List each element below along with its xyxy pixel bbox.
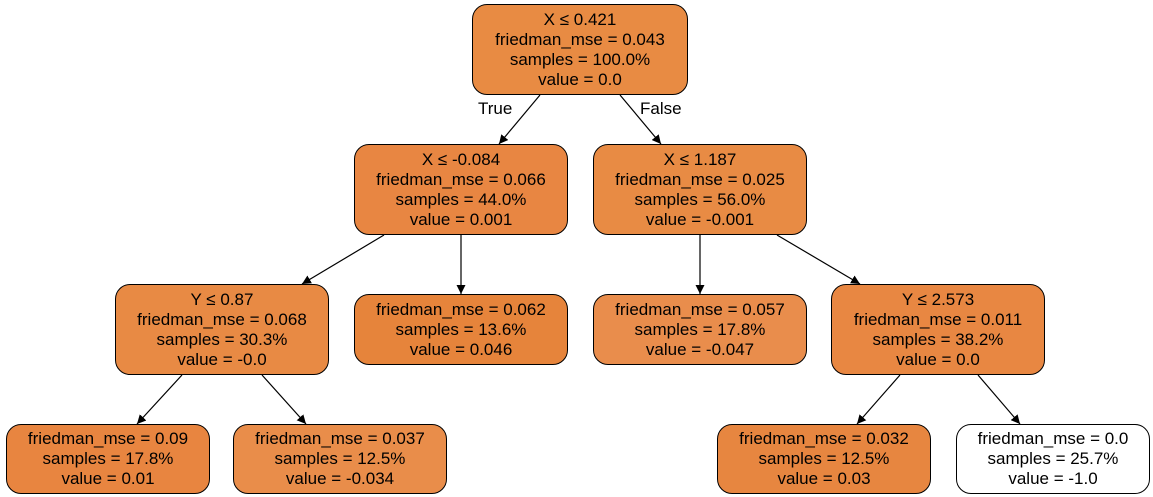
tree-leaf-n4: friedman_mse = 0.062 samples = 13.6% value…: [354, 294, 568, 365]
node-mse: friedman_mse = 0.025: [615, 169, 785, 189]
node-samples: samples = 100.0%: [509, 49, 651, 69]
node-value: value = 0.0: [896, 349, 980, 369]
node-samples: samples = 12.5%: [758, 449, 890, 468]
node-value: value = 0.0: [538, 69, 622, 89]
edge-n2-n6: [776, 234, 861, 285]
edge-n6-n10: [977, 374, 1021, 425]
node-mse: friedman_mse = 0.037: [255, 429, 425, 448]
node-value: value = 0.046: [409, 339, 513, 359]
node-mse: friedman_mse = 0.011: [853, 309, 1023, 329]
node-value: value = 0.03: [777, 469, 871, 488]
node-samples: samples = 12.5%: [274, 449, 406, 468]
edge-n0-n2: [619, 94, 662, 145]
node-value: value = 0.001: [409, 209, 513, 229]
node-split: Y ≤ 0.87: [190, 289, 254, 309]
node-mse: friedman_mse = 0.043: [495, 29, 665, 49]
node-split: X ≤ 1.187: [663, 149, 737, 169]
node-mse: friedman_mse = 0.062: [376, 299, 546, 319]
edge-label-false: False: [640, 99, 682, 118]
node-mse: friedman_mse = 0.057: [615, 299, 785, 319]
tree-leaf-n10: friedman_mse = 0.0 samples = 25.7% value =…: [956, 424, 1150, 494]
node-value: value = -0.047: [645, 339, 755, 359]
tree-leaf-n9: friedman_mse = 0.032 samples = 12.5% value…: [717, 424, 931, 494]
edge-label-true: True: [478, 99, 513, 118]
node-value: value = 0.01: [61, 469, 155, 488]
node-value: value = -0.034: [285, 469, 395, 488]
node-samples: samples = 13.6%: [395, 319, 527, 339]
node-mse: friedman_mse = 0.0: [977, 429, 1129, 448]
tree-node-n3: Y ≤ 0.87 friedman_mse = 0.068 samples = 30…: [115, 284, 329, 375]
node-samples: samples = 17.8%: [634, 319, 766, 339]
node-value: value = -1.0: [1008, 469, 1098, 488]
node-mse: friedman_mse = 0.066: [376, 169, 546, 189]
node-samples: samples = 17.8%: [42, 449, 174, 468]
node-split: X ≤ 0.421: [543, 9, 617, 29]
node-samples: samples = 25.7%: [987, 449, 1119, 468]
node-samples: samples = 30.3%: [156, 329, 288, 349]
edge-n0-n1: [498, 94, 541, 145]
node-mse: friedman_mse = 0.068: [137, 309, 307, 329]
node-samples: samples = 56.0%: [634, 189, 766, 209]
edge-n3-n8: [261, 374, 307, 425]
tree-leaf-n8: friedman_mse = 0.037 samples = 12.5% value…: [233, 424, 447, 494]
tree-node-n6: Y ≤ 2.573 friedman_mse = 0.011 samples = 3…: [831, 284, 1045, 375]
edge-n3-n7: [136, 374, 183, 425]
node-value: value = -0.0: [177, 349, 267, 369]
edge-n6-n9: [856, 374, 901, 425]
tree-node-n2: X ≤ 1.187 friedman_mse = 0.025 samples = 5…: [593, 144, 807, 235]
tree-node-n0: X ≤ 0.421 friedman_mse = 0.043 samples = 1…: [472, 4, 688, 95]
tree-leaf-n7: friedman_mse = 0.09 samples = 17.8% value …: [6, 424, 210, 494]
tree-leaf-n5: friedman_mse = 0.057 samples = 17.8% value…: [593, 294, 807, 365]
node-samples: samples = 38.2%: [872, 329, 1004, 349]
node-samples: samples = 44.0%: [395, 189, 527, 209]
edge-n1-n3: [301, 234, 385, 285]
node-split: Y ≤ 2.573: [901, 289, 975, 309]
tree-node-n1: X ≤ -0.084 friedman_mse = 0.066 samples = …: [354, 144, 568, 235]
node-value: value = -0.001: [645, 209, 755, 229]
node-mse: friedman_mse = 0.09: [27, 429, 189, 448]
node-split: X ≤ -0.084: [421, 149, 501, 169]
node-mse: friedman_mse = 0.032: [739, 429, 909, 448]
